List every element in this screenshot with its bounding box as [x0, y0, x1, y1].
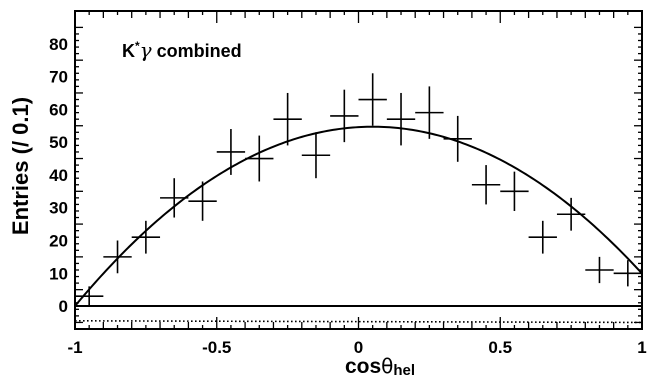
- chart-annotation: K*γ combined: [122, 38, 242, 62]
- y-tick-label: 20: [49, 231, 68, 250]
- x-axis-label: cosθhel: [345, 354, 415, 377]
- y-tick-label: 70: [49, 68, 68, 87]
- y-tick-label: 30: [49, 199, 68, 218]
- background-dotted-line: [74, 320, 643, 324]
- y-tick-label: 0: [59, 297, 68, 316]
- fit-curve: [74, 125, 643, 307]
- x-tick-label: -1: [67, 338, 82, 357]
- y-tick-label: 10: [49, 264, 68, 283]
- annotation-prefix: K: [122, 41, 135, 61]
- y-axis-label: Entries (/ 0.1): [8, 97, 33, 235]
- x-tick-label: 1: [637, 338, 646, 357]
- axis-ticks: [74, 11, 643, 329]
- x-tick-label: 0: [354, 338, 363, 357]
- y-tick-label: 80: [49, 35, 68, 54]
- annotation-greek: γ: [140, 38, 152, 62]
- x-tick-label: -0.5: [202, 338, 231, 357]
- x-axis-label-subscript: hel: [393, 362, 415, 377]
- annotation-suffix: combined: [152, 41, 242, 61]
- x-axis-label-greek: θ: [381, 354, 393, 377]
- x-axis-label-main: cos: [345, 355, 381, 377]
- x-tick-label: 0.5: [488, 338, 512, 357]
- y-tick-label: 50: [49, 133, 68, 152]
- y-tick-label: 60: [49, 100, 68, 119]
- chart-marks: [74, 73, 643, 324]
- y-tick-label: 40: [49, 166, 68, 185]
- annotation-superscript: *: [135, 39, 140, 53]
